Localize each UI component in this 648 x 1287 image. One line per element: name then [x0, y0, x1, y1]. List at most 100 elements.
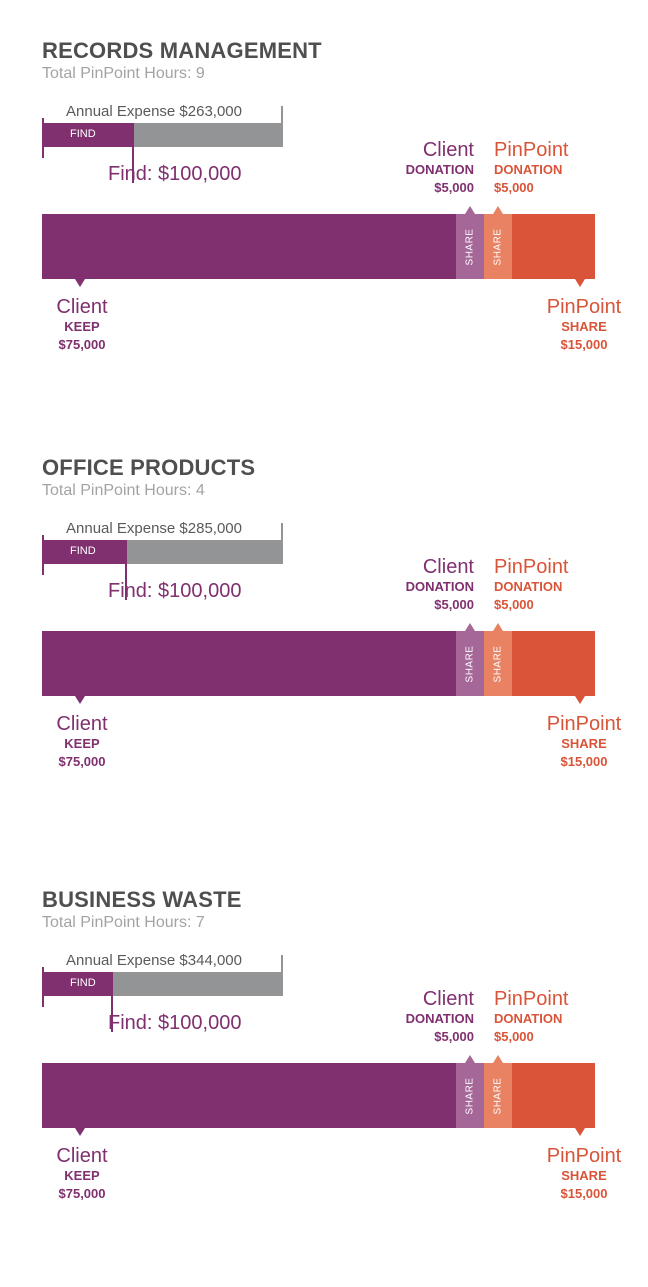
bar-segment-pinpoint-donation: SHARE [484, 1063, 512, 1128]
bar-segment-text: SHARE [456, 214, 484, 279]
chart-subtitle: Total PinPoint Hours: 4 [42, 482, 205, 499]
bar-segment-pinpoint-share [512, 631, 595, 696]
party-name: Client [56, 296, 108, 318]
allocation-type: KEEP [64, 319, 100, 334]
find-bar: FIND [42, 540, 126, 564]
share-text: SHARE [492, 228, 504, 265]
pointer-triangle [75, 696, 85, 704]
chart-subtitle: Total PinPoint Hours: 7 [42, 914, 205, 931]
share-text: SHARE [492, 645, 504, 682]
chart-title: RECORDS MANAGEMENT [42, 38, 322, 63]
pointer-triangle [575, 696, 585, 704]
party-name: Client [56, 1145, 108, 1167]
allocation-amount: $5,000 [494, 180, 534, 195]
bar-segment-pinpoint-donation: SHARE [484, 214, 512, 279]
pointer-triangle [575, 1128, 585, 1136]
allocation-type: DONATION [494, 579, 563, 594]
client-donation-label: Client DONATION $5,000 [406, 556, 474, 614]
allocation-amount: $15,000 [560, 754, 608, 769]
party-name: PinPoint [494, 988, 569, 1010]
bar-segment-client-donation: SHARE [456, 1063, 484, 1128]
find-amount-label: Find: $100,000 [108, 1012, 242, 1034]
annual-expense-label: Annual Expense $263,000 [66, 103, 242, 120]
allocation-amount: $5,000 [434, 180, 474, 195]
party-name: Client [422, 556, 474, 578]
pointer-triangle [575, 279, 585, 287]
pointer-triangle [465, 1055, 475, 1063]
share-text: SHARE [464, 1077, 476, 1114]
allocation-type: SHARE [561, 319, 607, 334]
allocation-type: DONATION [494, 1011, 563, 1026]
bar-segment-text: SHARE [484, 1063, 512, 1128]
allocation-amount: $5,000 [434, 1029, 474, 1044]
party-name: PinPoint [494, 556, 569, 578]
share-text: SHARE [492, 1077, 504, 1114]
allocation-type: DONATION [405, 1011, 474, 1026]
allocation-amount: $75,000 [58, 754, 106, 769]
find-amount-label: Find: $100,000 [108, 580, 242, 602]
pinpoint-share-label: PinPoint SHARE $15,000 [534, 713, 634, 771]
find-tag: FIND [70, 977, 96, 989]
pointer-triangle [75, 279, 85, 287]
allocation-type: KEEP [64, 1168, 100, 1183]
pointer-triangle [465, 623, 475, 631]
pinpoint-donation-label: PinPoint DONATION $5,000 [494, 988, 569, 1046]
share-text: SHARE [464, 228, 476, 265]
allocation-type: DONATION [494, 162, 563, 177]
party-name: PinPoint [494, 139, 569, 161]
pointer-triangle [493, 623, 503, 631]
party-name: PinPoint [546, 296, 622, 318]
pointer-triangle [75, 1128, 85, 1136]
share-text: SHARE [464, 645, 476, 682]
allocation-amount: $15,000 [560, 1186, 608, 1201]
chart-title: BUSINESS WASTE [42, 887, 242, 912]
bar-segment-pinpoint-donation: SHARE [484, 631, 512, 696]
find-tag: FIND [70, 128, 96, 140]
party-name: PinPoint [546, 1145, 622, 1167]
allocation-amount: $15,000 [560, 337, 608, 352]
party-name: Client [422, 139, 474, 161]
find-bar: FIND [42, 123, 133, 147]
allocation-type: SHARE [561, 736, 607, 751]
bar-segment-text: SHARE [484, 214, 512, 279]
party-name: PinPoint [546, 713, 622, 735]
bar-segment-pinpoint-share [512, 214, 595, 279]
find-leader-line [132, 123, 134, 183]
expense-bracket-right [281, 955, 283, 996]
allocation-amount: $75,000 [58, 1186, 106, 1201]
allocation-amount: $5,000 [494, 1029, 534, 1044]
bar-segment-client-keep [42, 1063, 456, 1128]
pinpoint-donation-label: PinPoint DONATION $5,000 [494, 556, 569, 614]
bar-segment-text: SHARE [456, 631, 484, 696]
chart-section: RECORDS MANAGEMENT Total PinPoint Hours: … [0, 38, 648, 438]
allocation-type: DONATION [405, 579, 474, 594]
pointer-triangle [493, 1055, 503, 1063]
annual-expense-label: Annual Expense $285,000 [66, 520, 242, 537]
pinpoint-share-label: PinPoint SHARE $15,000 [534, 296, 634, 354]
chart-subtitle: Total PinPoint Hours: 9 [42, 65, 205, 82]
client-donation-label: Client DONATION $5,000 [406, 988, 474, 1046]
find-bar: FIND [42, 972, 112, 996]
expense-bracket-right [281, 106, 283, 147]
chart-section: BUSINESS WASTE Total PinPoint Hours: 7 Ann… [0, 887, 648, 1287]
bar-segment-client-keep [42, 214, 456, 279]
pinpoint-donation-label: PinPoint DONATION $5,000 [494, 139, 569, 197]
bar-segment-client-donation: SHARE [456, 631, 484, 696]
pointer-triangle [465, 206, 475, 214]
party-name: Client [56, 713, 108, 735]
bar-segment-text: SHARE [484, 631, 512, 696]
bar-segment-client-donation: SHARE [456, 214, 484, 279]
party-name: Client [422, 988, 474, 1010]
client-keep-label: Client KEEP $75,000 [32, 1145, 132, 1203]
chart-title: OFFICE PRODUCTS [42, 455, 256, 480]
bar-segment-client-keep [42, 631, 456, 696]
allocation-type: DONATION [405, 162, 474, 177]
expense-bracket-right [281, 523, 283, 564]
client-donation-label: Client DONATION $5,000 [406, 139, 474, 197]
annual-expense-label: Annual Expense $344,000 [66, 952, 242, 969]
pinpoint-share-label: PinPoint SHARE $15,000 [534, 1145, 634, 1203]
find-tag: FIND [70, 545, 96, 557]
pointer-triangle [493, 206, 503, 214]
find-amount-label: Find: $100,000 [108, 163, 242, 185]
allocation-type: SHARE [561, 1168, 607, 1183]
